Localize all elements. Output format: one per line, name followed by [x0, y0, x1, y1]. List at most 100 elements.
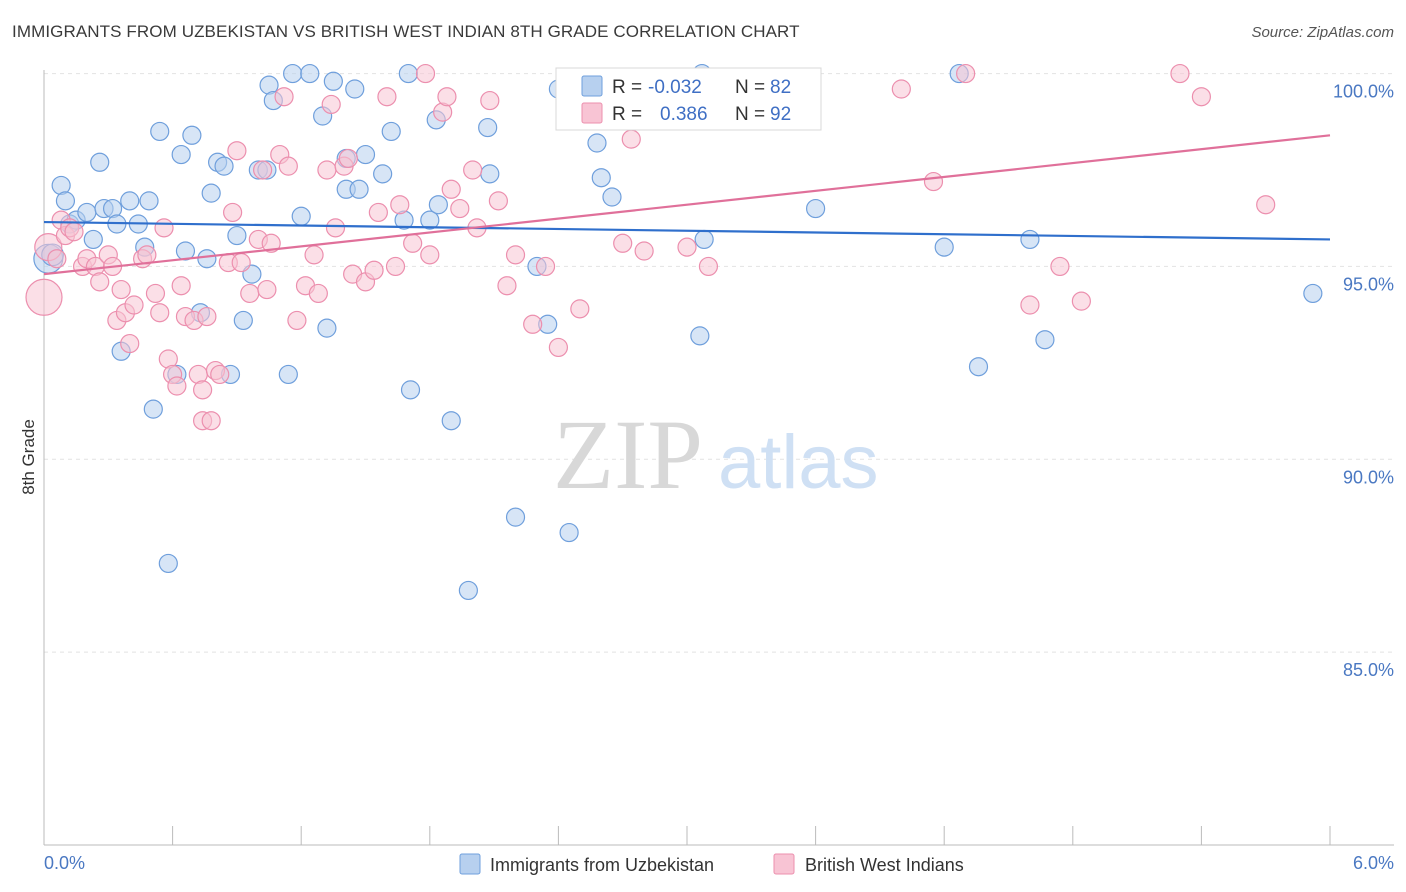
stats-n-value-british-west-indian: 92: [770, 104, 791, 125]
point-british-west-indian: [1256, 195, 1276, 215]
point-uzbekistan: [300, 63, 320, 84]
point-uzbekistan: [150, 121, 170, 142]
point-british-west-indian: [227, 141, 247, 161]
point-british-west-indian: [956, 63, 976, 84]
point-uzbekistan: [1035, 330, 1055, 350]
point-uzbekistan: [283, 63, 303, 84]
point-uzbekistan: [77, 202, 97, 223]
point-uzbekistan: [587, 133, 607, 153]
legend-label-british-west-indian: British West Indians: [805, 855, 964, 875]
point-british-west-indian: [223, 202, 243, 223]
point-british-west-indian: [325, 218, 346, 238]
stats-r-label-uzbekistan: R =: [612, 77, 642, 98]
y-tick-label: 85.0%: [1343, 660, 1394, 680]
point-british-west-indian: [308, 283, 328, 304]
point-british-west-indian: [368, 202, 388, 223]
watermark-atlas: atlas: [718, 420, 879, 505]
point-british-west-indian: [257, 279, 277, 300]
legend: Immigrants from Uzbekistan British West …: [459, 853, 964, 875]
stats-box: R = -0.032 N = 82 R = 0.386 N = 92: [555, 67, 822, 131]
stats-n-label-british-west-indian: N =: [735, 104, 765, 125]
point-british-west-indian: [321, 94, 341, 115]
point-british-west-indian: [171, 276, 191, 296]
point-british-west-indian: [338, 148, 358, 169]
point-british-west-indian: [317, 160, 337, 180]
point-uzbekistan: [441, 411, 461, 431]
y-tick-label: 90.0%: [1343, 467, 1394, 487]
point-uzbekistan: [201, 183, 221, 203]
point-uzbekistan: [400, 380, 421, 400]
legend-swatch-uzbekistan: [459, 853, 481, 875]
point-uzbekistan: [398, 63, 418, 84]
x-ticks: [43, 826, 1331, 845]
point-british-west-indian: [364, 260, 384, 280]
point-british-west-indian: [145, 283, 166, 304]
point-uzbekistan: [458, 580, 478, 601]
point-uzbekistan: [420, 210, 440, 230]
point-uzbekistan: [478, 117, 498, 138]
point-uzbekistan: [158, 553, 178, 574]
chart-source: Source: ZipAtlas.com: [1251, 24, 1394, 41]
point-british-west-indian: [441, 179, 461, 199]
point-uzbekistan: [934, 237, 954, 257]
point-uzbekistan: [1303, 283, 1323, 304]
point-uzbekistan: [373, 164, 393, 184]
point-british-west-indian: [415, 63, 436, 84]
point-british-west-indian: [1050, 256, 1070, 277]
point-uzbekistan: [323, 71, 343, 91]
point-british-west-indian: [613, 233, 633, 253]
axes: [43, 70, 1394, 846]
watermark-zip: ZIP: [553, 399, 703, 510]
point-uzbekistan: [591, 168, 611, 188]
point-uzbekistan: [55, 191, 76, 211]
point-british-west-indian: [677, 237, 697, 257]
point-british-west-indian: [463, 160, 483, 180]
point-uzbekistan: [428, 195, 448, 215]
point-british-west-indian: [150, 303, 170, 323]
point-british-west-indian: [137, 245, 157, 265]
point-british-west-indian: [570, 299, 590, 319]
point-uzbekistan: [233, 310, 253, 331]
trend-lines: [43, 134, 1331, 276]
point-british-west-indian: [287, 310, 307, 331]
point-british-west-indian: [47, 249, 67, 269]
point-british-west-indian: [274, 87, 294, 107]
x-tick-label-min: 0.0%: [44, 853, 85, 873]
point-british-west-indian: [278, 156, 298, 176]
point-british-west-indian: [698, 256, 719, 277]
point-uzbekistan: [143, 399, 163, 419]
point-british-west-indian: [891, 79, 911, 99]
point-british-west-indian: [120, 333, 140, 354]
point-uzbekistan: [349, 179, 369, 199]
point-uzbekistan: [171, 144, 191, 165]
stats-r-label-british-west-indian: R =: [612, 104, 642, 125]
point-british-west-indian: [167, 376, 187, 396]
point-british-west-indian: [437, 87, 457, 107]
point-uzbekistan: [90, 152, 110, 172]
point-uzbekistan: [355, 144, 376, 165]
point-uzbekistan: [381, 121, 401, 142]
stats-n-label-uzbekistan: N =: [735, 77, 765, 98]
point-british-west-indian: [154, 218, 174, 238]
point-british-west-indian: [634, 241, 654, 261]
point-british-west-indian: [210, 364, 230, 385]
point-british-west-indian: [240, 283, 260, 304]
point-british-west-indian: [488, 191, 508, 211]
point-british-west-indian: [1071, 291, 1091, 311]
point-british-west-indian: [497, 276, 517, 296]
point-uzbekistan: [291, 206, 311, 226]
point-british-west-indian: [261, 233, 281, 253]
point-uzbekistan: [227, 225, 247, 246]
point-british-west-indian: [385, 256, 406, 277]
trend-line-british-west-indian: [43, 134, 1331, 276]
point-uzbekistan: [175, 241, 196, 261]
point-british-west-indian: [377, 87, 397, 107]
point-british-west-indian: [621, 129, 641, 149]
stats-swatch-uzbekistan: [581, 75, 603, 97]
point-uzbekistan: [505, 507, 526, 527]
point-uzbekistan: [139, 191, 159, 211]
point-uzbekistan: [214, 156, 234, 176]
watermark: ZIP atlas: [553, 399, 879, 510]
trend-line-uzbekistan: [43, 220, 1331, 241]
